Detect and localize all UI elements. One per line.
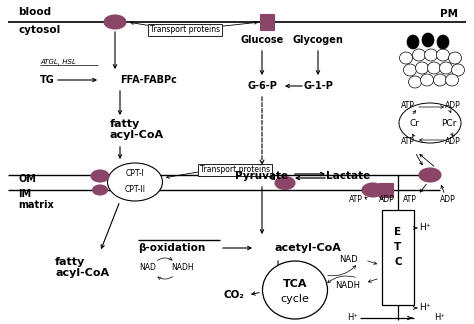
Text: CO₂: CO₂ [224,290,245,300]
Ellipse shape [446,74,458,86]
Text: IM: IM [18,189,31,199]
Text: OM: OM [18,174,36,184]
Text: ATP: ATP [401,100,415,110]
Text: G-6-P: G-6-P [247,81,277,91]
Ellipse shape [416,62,428,74]
Text: Cr: Cr [410,119,420,128]
Text: H⁺: H⁺ [419,304,431,313]
Text: ADP: ADP [445,137,461,146]
Text: NAD: NAD [139,263,156,272]
Text: β-oxidation: β-oxidation [138,243,205,253]
Text: H⁺: H⁺ [435,313,446,321]
Ellipse shape [91,170,109,182]
Text: ADP: ADP [440,195,456,204]
Ellipse shape [403,64,417,76]
Ellipse shape [419,168,441,182]
Ellipse shape [434,74,447,86]
Text: ADP: ADP [379,195,395,204]
Text: acetyl-CoA: acetyl-CoA [275,243,342,253]
Text: cytosol: cytosol [18,25,60,35]
Text: H⁺: H⁺ [419,224,431,233]
Bar [379,183,393,197]
Text: CPT-II: CPT-II [125,186,146,194]
Ellipse shape [275,177,295,190]
Ellipse shape [409,76,421,88]
Ellipse shape [400,52,412,64]
Text: Pyruvate: Pyruvate [236,171,289,181]
Text: ATP: ATP [403,195,417,204]
Ellipse shape [412,49,426,61]
Ellipse shape [428,62,440,74]
Text: matrix: matrix [18,200,54,210]
Text: NADH: NADH [172,263,194,272]
Text: cycle: cycle [281,294,310,304]
Text: fatty: fatty [55,257,85,267]
Text: Lactate: Lactate [326,171,370,181]
Text: PM: PM [440,9,458,19]
Text: CPT-I: CPT-I [126,169,145,179]
Ellipse shape [437,49,449,61]
Ellipse shape [452,64,465,76]
Ellipse shape [263,261,328,319]
Text: ATP: ATP [349,195,363,204]
Text: ATP: ATP [401,137,415,146]
Ellipse shape [439,62,453,74]
Text: ATGL, HSL: ATGL, HSL [40,59,76,65]
Text: Glycogen: Glycogen [292,35,344,45]
Ellipse shape [437,35,449,49]
Text: TCA: TCA [283,279,307,289]
Text: ADP: ADP [445,100,461,110]
Ellipse shape [420,74,434,86]
Ellipse shape [362,183,384,197]
Text: Transport proteins: Transport proteins [200,166,270,175]
Ellipse shape [425,49,438,61]
Text: C: C [394,257,402,267]
Ellipse shape [104,15,126,29]
Text: TG: TG [40,75,55,85]
Bar [382,210,414,305]
Text: E: E [394,227,401,237]
Text: NAD: NAD [339,256,357,264]
Text: G-1-P: G-1-P [303,81,333,91]
Text: blood: blood [18,7,51,17]
Text: acyl-CoA: acyl-CoA [110,130,164,140]
Ellipse shape [422,33,434,47]
Text: NADH: NADH [336,281,361,290]
Bar [260,14,274,30]
Text: PCr: PCr [441,119,456,128]
Ellipse shape [448,52,462,64]
Ellipse shape [407,35,419,49]
Text: Glucose: Glucose [240,35,283,45]
Text: FFA-FABPc: FFA-FABPc [120,75,177,85]
Text: fatty: fatty [110,119,140,129]
Text: acyl-CoA: acyl-CoA [55,268,109,278]
Text: H⁺: H⁺ [347,313,358,321]
Ellipse shape [108,163,163,201]
Text: T: T [394,242,401,252]
Text: Transport proteins: Transport proteins [150,26,220,34]
Ellipse shape [92,185,108,195]
